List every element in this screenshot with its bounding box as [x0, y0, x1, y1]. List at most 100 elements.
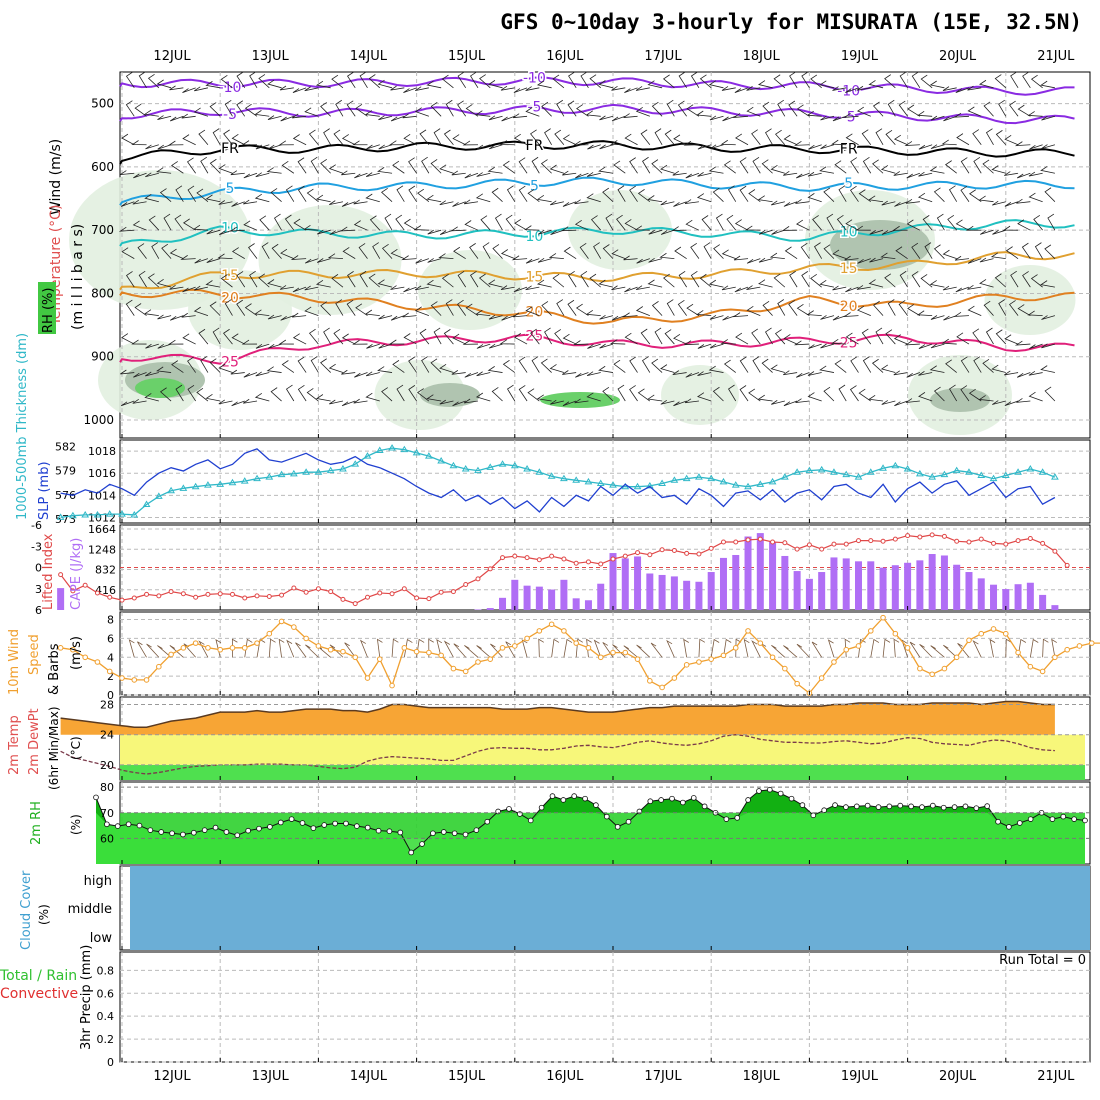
thickness-point [461, 465, 470, 472]
wind-barb-10m [453, 643, 467, 658]
wind-barb [333, 129, 344, 146]
wind-barb [624, 219, 638, 231]
wind-barb [586, 392, 601, 402]
wind-barb [439, 229, 454, 236]
wind-barb [726, 214, 737, 231]
wind-barb [421, 156, 430, 174]
wind-barb-10m [586, 638, 592, 658]
thickness-point [130, 510, 139, 518]
rh-point [430, 830, 436, 837]
wind-barb [441, 273, 454, 288]
wind-barb [651, 301, 663, 316]
wind10m-point [929, 671, 935, 678]
li-point [647, 552, 653, 558]
wind-barb [120, 369, 135, 375]
cape-bar [1026, 582, 1034, 610]
wind-barb [795, 199, 810, 204]
wind-barb [506, 384, 516, 402]
wind-barb [599, 144, 614, 150]
wind-barb [145, 172, 159, 178]
wind-barb [419, 129, 430, 146]
wind-barb [548, 253, 564, 260]
wind-barb [244, 303, 258, 316]
thickness-point [609, 481, 617, 488]
wind-barb [502, 160, 516, 174]
wind-barb [231, 400, 245, 407]
wind-barb [1017, 104, 1031, 117]
wind-barb [819, 365, 835, 373]
wind-barb [171, 360, 184, 373]
wind-barb [968, 388, 982, 402]
wind-barb [147, 273, 160, 288]
wind-barb [907, 304, 921, 316]
rh-point [799, 802, 806, 808]
wind-barb [347, 71, 356, 89]
thickness-point [1038, 468, 1047, 475]
wind-barb [696, 110, 712, 117]
wind-barb [353, 398, 368, 404]
wind-barb-10m [521, 639, 528, 658]
wind-barb [943, 115, 957, 122]
rh-point [1071, 816, 1077, 822]
wind-barb [352, 140, 368, 146]
wind-barb [761, 358, 773, 373]
wind-barb [734, 219, 749, 231]
wind-barb [647, 80, 663, 89]
rh-point [310, 825, 317, 831]
ylabel-cape: CAPE (J/kg) [69, 538, 84, 610]
wind-barb [464, 220, 479, 231]
wind-barb [647, 195, 663, 203]
wind-barb [673, 134, 687, 146]
xtick-label-bottom: 12JUL [153, 1069, 191, 1084]
wind-barb [193, 107, 209, 117]
wind-barb [562, 370, 577, 375]
thickness-point [400, 445, 409, 453]
ylabel-2m-rh: 2m RH [29, 801, 44, 845]
wind-barbs-upper [118, 71, 1056, 407]
wind-barb [575, 172, 589, 179]
wind10m-point [450, 665, 457, 672]
temp-band-green [120, 764, 1085, 780]
wind10m-point [1076, 643, 1083, 649]
li-point [463, 582, 469, 587]
wind-barb [426, 279, 442, 288]
wind-barb [708, 365, 724, 373]
wind-barb [788, 300, 798, 316]
wind-barb [819, 166, 835, 174]
xtick-label-bottom: 20JUL [939, 1069, 977, 1084]
wind-barb [752, 356, 761, 373]
cape-bar [499, 597, 507, 610]
wind-barb [236, 71, 246, 89]
wind-barb [328, 164, 344, 174]
wind-barb [133, 172, 147, 179]
wind-barb [254, 309, 270, 316]
wind10m-point [106, 668, 113, 675]
wind-barb [967, 285, 982, 290]
cape-bar [732, 554, 740, 610]
cape-bar [523, 585, 531, 610]
wind-barb [739, 185, 749, 202]
wind-barb [589, 74, 601, 89]
li-point [733, 539, 739, 545]
wind-barb [230, 170, 245, 176]
wind-barb [783, 400, 798, 407]
wind-barb [683, 340, 699, 346]
wind-barb [761, 159, 773, 174]
wind10m-point [364, 675, 371, 681]
wind-barb [323, 327, 332, 345]
wind-barb [887, 99, 896, 117]
thickness-point [228, 478, 237, 486]
wind-barb [169, 315, 184, 321]
wind-barb [148, 215, 160, 231]
wind-barb [306, 388, 319, 402]
wind-barb [801, 271, 810, 288]
wind-barb [660, 229, 675, 235]
wind-barb [654, 128, 663, 145]
wind-barb [751, 328, 761, 345]
wind-barb [408, 356, 417, 373]
wind-barb [1004, 201, 1019, 207]
temp-contour-label: -5 [527, 99, 541, 115]
wind-barb-10m [636, 644, 651, 658]
wind-barb [457, 299, 467, 316]
rh-point [245, 827, 251, 834]
